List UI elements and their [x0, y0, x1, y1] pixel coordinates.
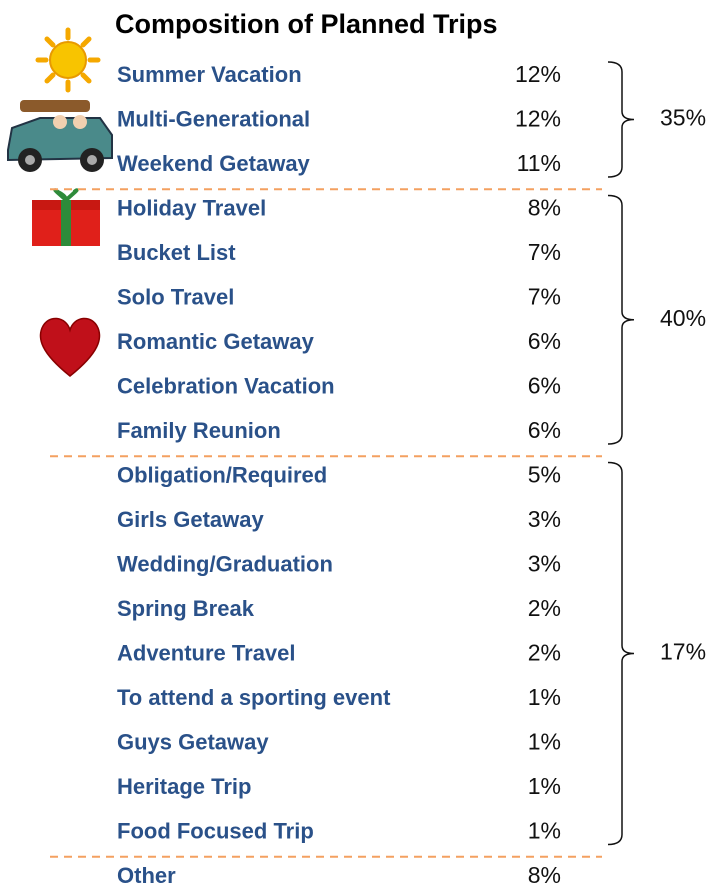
trip-label: Celebration Vacation: [117, 373, 335, 398]
trip-label: Family Reunion: [117, 418, 281, 443]
trip-label: Girls Getaway: [117, 507, 265, 532]
trip-label: Spring Break: [117, 596, 255, 621]
trip-share: 12%: [515, 61, 561, 87]
trip-share: 1%: [528, 684, 561, 710]
trip-share: 11%: [517, 150, 561, 176]
brace: [608, 463, 634, 845]
car-icon: [8, 100, 112, 172]
infographic: Composition of Planned Trips Summer Vaca…: [0, 0, 717, 887]
trip-share: 6%: [528, 328, 561, 354]
trip-label: Food Focused Trip: [117, 818, 314, 843]
trip-label: Weekend Getaway: [117, 151, 311, 176]
trip-label: Other: [117, 863, 176, 887]
trip-label: Bucket List: [117, 240, 236, 265]
trip-share: 8%: [528, 195, 561, 221]
trip-share: 12%: [515, 106, 561, 132]
trip-label: Multi-Generational: [117, 106, 310, 131]
group-total: 35%: [660, 105, 706, 131]
trip-label: To attend a sporting event: [117, 685, 391, 710]
title: Composition of Planned Trips: [115, 9, 498, 39]
trip-share: 3%: [528, 506, 561, 532]
trip-share: 3%: [528, 551, 561, 577]
heart-icon: [40, 318, 99, 376]
trip-share: 2%: [528, 640, 561, 666]
sun-icon: [38, 30, 98, 90]
trip-label: Wedding/Graduation: [117, 551, 333, 576]
trip-share: 6%: [528, 417, 561, 443]
trip-label: Obligation/Required: [117, 462, 327, 487]
trip-label: Guys Getaway: [117, 729, 269, 754]
brace: [608, 62, 634, 177]
trip-label: Summer Vacation: [117, 62, 302, 87]
gift-icon: [32, 190, 100, 246]
trip-share: 1%: [528, 729, 561, 755]
trip-share: 5%: [528, 462, 561, 488]
group-total: 17%: [660, 639, 706, 665]
brace: [608, 196, 634, 445]
trip-share: 2%: [528, 595, 561, 621]
trip-share: 1%: [528, 773, 561, 799]
trip-share: 1%: [528, 818, 561, 844]
page: Composition of Planned Trips Summer Vaca…: [0, 0, 717, 887]
trip-label: Solo Travel: [117, 284, 234, 309]
trip-share: 8%: [528, 862, 561, 887]
trip-share: 7%: [528, 239, 561, 265]
trip-label: Holiday Travel: [117, 195, 266, 220]
trip-label: Adventure Travel: [117, 640, 296, 665]
trip-label: Romantic Getaway: [117, 329, 315, 354]
group-total: 40%: [660, 305, 706, 331]
trip-share: 7%: [528, 284, 561, 310]
trip-label: Heritage Trip: [117, 774, 251, 799]
trip-share: 6%: [528, 373, 561, 399]
